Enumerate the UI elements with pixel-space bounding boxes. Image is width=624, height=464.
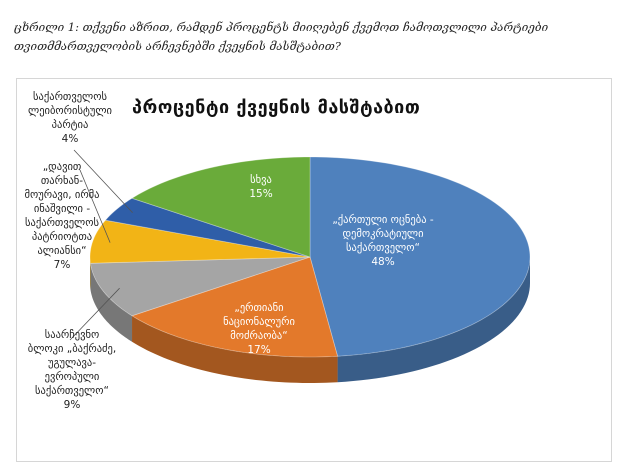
pie-slice xyxy=(104,197,311,258)
label-line: ლეიბორისტული xyxy=(28,105,112,117)
label-line: ინაშვილი - xyxy=(33,203,91,215)
label-georgian-dream: „ქართული ოცნება - დემოკრატიული საქართველ… xyxy=(318,213,448,269)
label-line: საქართველო“ xyxy=(346,242,420,254)
label-value: 7% xyxy=(53,259,71,271)
label-line: დემოკრატიული xyxy=(342,228,424,240)
label-line: თარხან- xyxy=(40,175,84,187)
label-line: ბლოკი „ბაქრაძე, xyxy=(27,343,117,355)
figure-caption: ცხრილი 1: თქვენი აზრით, რამდენ პროცენტს … xyxy=(14,20,549,53)
label-value: 15% xyxy=(249,188,273,200)
label-value: 9% xyxy=(63,399,81,411)
leader-line xyxy=(69,287,120,341)
label-other: სხვა 15% xyxy=(236,173,286,201)
label-line: მოურავი, ირმა xyxy=(24,189,100,201)
chart-title: პროცენტი ქვეყნის მასშტაბით xyxy=(132,97,421,118)
pie-slice-side xyxy=(337,257,530,383)
label-line: საქართველოს xyxy=(33,91,107,103)
pie-top xyxy=(89,156,531,358)
pie-slice-side xyxy=(90,263,133,342)
label-value: 48% xyxy=(371,256,395,268)
label-line: საარჩევნო xyxy=(44,329,100,341)
label-line: „ქართული ოცნება - xyxy=(332,214,434,226)
label-line: „დავით xyxy=(42,161,82,173)
label-line: პარტია xyxy=(51,119,89,131)
label-line: ალიანსი“ xyxy=(37,245,87,257)
leader-line xyxy=(79,169,111,243)
label-value: 4% xyxy=(61,133,79,145)
label-line: ევროპული xyxy=(44,371,100,383)
label-labour-party: საქართველოს ლეიბორისტული პარტია 4% xyxy=(24,90,116,146)
label-line: ნაციონალური xyxy=(223,316,295,328)
label-line: საქართველო“ xyxy=(35,385,109,397)
label-unm: „ერთიანი ნაციონალური მოძრაობა“ 17% xyxy=(204,301,314,357)
label-patriots-alliance: „დავით თარხან- მოურავი, ირმა ინაშვილი - … xyxy=(14,160,110,272)
pie-slice xyxy=(89,256,311,317)
label-bakradze-bloc: საარჩევნო ბლოკი „ბაქრაძე, უგულავა- ევროპ… xyxy=(22,328,122,412)
label-line: საქართველოს xyxy=(25,217,99,229)
pie-slice-side xyxy=(132,315,338,383)
pie-side-walls xyxy=(90,257,530,383)
label-line: პატრიოტთა xyxy=(31,231,93,243)
leader-line xyxy=(73,149,133,213)
pie-slice xyxy=(89,219,311,264)
label-line: „ერთიანი xyxy=(234,302,284,314)
pie-slice xyxy=(131,156,311,258)
label-line: მოძრაობა“ xyxy=(230,330,288,342)
pie-slice xyxy=(309,156,531,357)
label-value: 17% xyxy=(247,344,271,356)
pie-slice xyxy=(131,256,339,358)
label-line: უგულავა- xyxy=(47,357,97,369)
label-line: სხვა xyxy=(250,174,272,186)
